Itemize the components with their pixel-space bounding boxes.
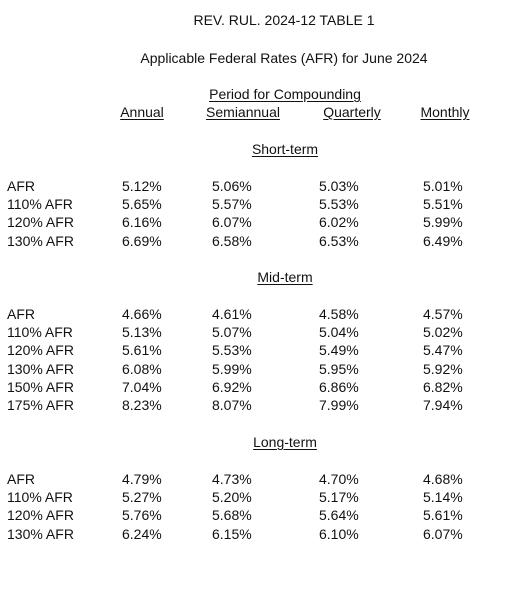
section-heading: Long-term <box>253 434 317 450</box>
rate-cell: 7.99% <box>319 397 359 413</box>
column-header-semiannual: Semiannual <box>206 104 280 120</box>
row-label: AFR <box>7 471 35 487</box>
row-label: 120% AFR <box>7 507 74 523</box>
section-heading: Short-term <box>251 141 319 157</box>
rate-cell: 5.68% <box>212 507 252 523</box>
rate-cell: 6.69% <box>122 233 162 249</box>
rate-cell: 5.49% <box>319 342 359 358</box>
rate-cell: 5.76% <box>122 507 162 523</box>
rate-cell: 7.94% <box>423 397 463 413</box>
rate-cell: 5.99% <box>212 361 252 377</box>
row-label: 130% AFR <box>7 526 74 542</box>
rate-cell: 5.14% <box>423 489 463 505</box>
table-subtitle: Applicable Federal Rates (AFR) for June … <box>140 50 428 66</box>
row-label: 120% AFR <box>7 342 74 358</box>
row-label: 110% AFR <box>7 489 73 505</box>
rate-cell: 5.17% <box>319 489 359 505</box>
rate-cell: 4.57% <box>423 306 463 322</box>
rate-cell: 5.20% <box>212 489 252 505</box>
row-label: 120% AFR <box>7 214 74 230</box>
rate-cell: 6.16% <box>122 214 162 230</box>
column-header-quarterly: Quarterly <box>323 104 381 120</box>
rate-cell: 6.82% <box>423 379 463 395</box>
rate-cell: 5.53% <box>212 342 252 358</box>
section-heading: Mid-term <box>257 269 313 285</box>
row-label: AFR <box>7 306 35 322</box>
rate-cell: 6.07% <box>212 214 252 230</box>
column-header-monthly: Monthly <box>420 104 470 120</box>
rate-cell: 5.27% <box>122 489 162 505</box>
rate-cell: 6.58% <box>212 233 252 249</box>
rate-cell: 6.92% <box>212 379 252 395</box>
rate-cell: 4.58% <box>319 306 359 322</box>
row-label: 175% AFR <box>7 397 74 413</box>
rate-cell: 5.03% <box>319 178 359 194</box>
rate-cell: 4.68% <box>423 471 463 487</box>
row-label: 110% AFR <box>7 324 73 340</box>
row-label: 110% AFR <box>7 196 73 212</box>
rate-cell: 6.08% <box>122 361 162 377</box>
rate-cell: 6.86% <box>319 379 359 395</box>
rate-cell: 6.53% <box>319 233 359 249</box>
rate-cell: 5.02% <box>423 324 463 340</box>
rate-cell: 5.13% <box>122 324 162 340</box>
rate-cell: 4.70% <box>319 471 359 487</box>
rate-cell: 4.61% <box>212 306 252 322</box>
row-label: 130% AFR <box>7 361 74 377</box>
column-header-annual: Annual <box>120 104 164 120</box>
rate-cell: 8.07% <box>212 397 252 413</box>
rate-cell: 5.92% <box>423 361 463 377</box>
rate-cell: 5.01% <box>423 178 463 194</box>
rate-cell: 5.99% <box>423 214 463 230</box>
row-label: 130% AFR <box>7 233 74 249</box>
row-label: AFR <box>7 178 35 194</box>
rate-cell: 5.61% <box>423 507 463 523</box>
rate-cell: 5.61% <box>122 342 162 358</box>
period-heading: Period for Compounding <box>209 86 361 102</box>
rate-cell: 4.66% <box>122 306 162 322</box>
rate-cell: 5.64% <box>319 507 359 523</box>
rate-cell: 4.79% <box>122 471 162 487</box>
row-label: 150% AFR <box>7 379 74 395</box>
rate-cell: 5.57% <box>212 196 252 212</box>
rate-cell: 5.47% <box>423 342 463 358</box>
rate-cell: 8.23% <box>122 397 162 413</box>
rate-cell: 5.95% <box>319 361 359 377</box>
rate-cell: 5.65% <box>122 196 162 212</box>
rate-cell: 6.49% <box>423 233 463 249</box>
rate-cell: 6.02% <box>319 214 359 230</box>
rate-cell: 5.06% <box>212 178 252 194</box>
rate-cell: 6.15% <box>212 526 252 542</box>
table-title: REV. RUL. 2024-12 TABLE 1 <box>193 12 375 28</box>
rate-cell: 6.10% <box>319 526 359 542</box>
rate-cell: 7.04% <box>122 379 162 395</box>
rate-cell: 6.24% <box>122 526 162 542</box>
rate-cell: 5.53% <box>319 196 359 212</box>
rate-cell: 4.73% <box>212 471 252 487</box>
rate-cell: 5.07% <box>212 324 252 340</box>
rate-cell: 6.07% <box>423 526 463 542</box>
rate-cell: 5.51% <box>423 196 463 212</box>
rate-cell: 5.04% <box>319 324 359 340</box>
rate-cell: 5.12% <box>122 178 162 194</box>
